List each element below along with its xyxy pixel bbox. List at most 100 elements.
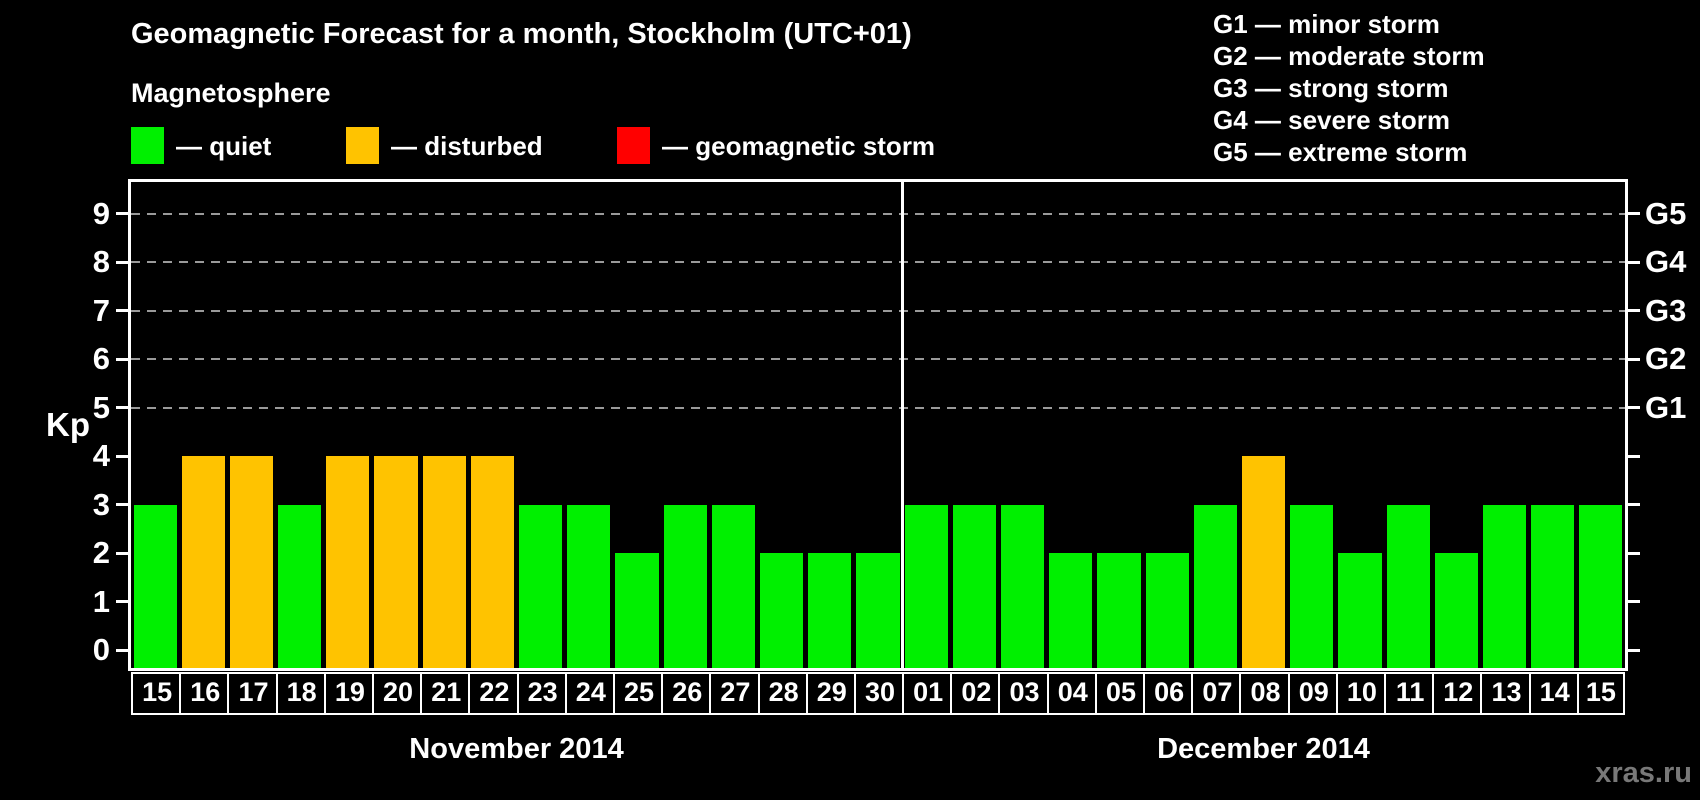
day-cell: 02 xyxy=(950,672,1001,715)
left-axis-tick xyxy=(116,309,128,312)
day-cell: 22 xyxy=(468,672,519,715)
right-axis-tick xyxy=(1628,648,1640,652)
day-cell: 18 xyxy=(275,672,326,715)
day-cell: 11 xyxy=(1384,672,1435,715)
y-tick-label-6: 6 xyxy=(92,341,110,376)
kp-bar-17 xyxy=(229,456,274,668)
left-axis-tick xyxy=(116,454,128,458)
kp-bar-12 xyxy=(1434,553,1478,668)
kp-bar-27 xyxy=(711,504,755,668)
right-axis-tick xyxy=(1628,503,1640,506)
gridline-kp-5 xyxy=(131,406,1625,409)
kp-bar-22 xyxy=(470,456,515,668)
month-label-december: December 2014 xyxy=(1157,733,1370,765)
kp-bar-10 xyxy=(1338,553,1382,668)
day-cell: 06 xyxy=(1143,672,1194,715)
g-scale-legend: G1 — minor storm G2 — moderate storm G3 — … xyxy=(1213,8,1485,168)
g-scale-legend-line: G3 — strong storm xyxy=(1213,73,1449,103)
day-cell: 05 xyxy=(1094,672,1146,715)
g-axis-label-G3: G3 xyxy=(1645,292,1687,328)
g-scale-legend-line: G1 — minor storm xyxy=(1213,9,1440,39)
y-tick-label-7: 7 xyxy=(92,292,110,328)
day-cell: 15 xyxy=(1576,672,1625,715)
g-scale-legend-line: G5 — extreme storm xyxy=(1213,137,1468,167)
day-label-row: 15 16 17 18 19 20 21 22 23 24 25 26 27 28 29 30 01 02 03 04… xyxy=(131,672,1625,715)
day-cell: 01 xyxy=(902,672,953,715)
disturbed-legend-label: — disturbed xyxy=(391,131,543,161)
gridline-kp-7 xyxy=(131,309,1625,312)
day-cell: 07 xyxy=(1191,672,1242,715)
right-axis-tick xyxy=(1628,260,1640,264)
month-label-november: November 2014 xyxy=(409,733,624,765)
day-cell: 23 xyxy=(516,672,567,715)
kp-bar-28 xyxy=(760,553,804,668)
kp-bar-23 xyxy=(519,504,563,668)
right-axis-tick xyxy=(1628,600,1640,603)
storm-color-swatch xyxy=(617,127,650,164)
day-cell: 09 xyxy=(1287,672,1338,715)
kp-bar-01 xyxy=(904,504,948,668)
day-cell: 26 xyxy=(661,672,712,715)
day-cell: 28 xyxy=(757,672,808,715)
y-tick-label-3: 3 xyxy=(92,486,110,522)
kp-bar-26 xyxy=(663,504,707,668)
right-axis-tick xyxy=(1628,406,1640,409)
g-axis-label-G4: G4 xyxy=(1645,244,1687,279)
plot-area xyxy=(131,182,1625,668)
watermark: xras.ru xyxy=(1595,757,1692,789)
y-tick-label-9: 9 xyxy=(92,195,110,231)
day-cell: 13 xyxy=(1480,672,1531,715)
day-cell: 17 xyxy=(227,672,278,715)
y-tick-label-0: 0 xyxy=(92,632,110,667)
left-axis-tick xyxy=(116,212,128,215)
quiet-legend-label: — quiet xyxy=(176,131,272,161)
day-cell: 10 xyxy=(1335,672,1387,715)
storm-legend-label: — geomagnetic storm xyxy=(662,131,936,161)
day-cell: 12 xyxy=(1432,672,1483,715)
kp-bar-11 xyxy=(1386,504,1430,668)
day-cell: 19 xyxy=(323,672,374,715)
day-cell: 30 xyxy=(853,672,905,715)
gridline-kp-9 xyxy=(131,212,1625,215)
left-axis-tick xyxy=(116,357,128,361)
y-tick-label-4: 4 xyxy=(92,438,110,473)
y-tick-label-5: 5 xyxy=(92,389,110,425)
left-axis-tick xyxy=(116,406,128,409)
right-axis-tick xyxy=(1628,309,1640,312)
kp-bar-19 xyxy=(326,456,370,668)
left-axis-tick xyxy=(116,260,128,264)
right-axis-tick xyxy=(1628,357,1640,361)
day-cell: 29 xyxy=(805,672,856,715)
kp-bar-09 xyxy=(1290,504,1334,668)
kp-bar-15 xyxy=(1579,504,1623,668)
quiet-color-swatch xyxy=(131,127,164,164)
y-axis-title: Kp xyxy=(46,406,90,443)
kp-bar-13 xyxy=(1482,504,1527,668)
left-axis-tick xyxy=(116,600,128,603)
left-axis-tick xyxy=(116,503,128,506)
day-cell: 27 xyxy=(709,672,760,715)
kp-bar-15 xyxy=(133,504,177,668)
kp-bar-20 xyxy=(374,456,418,668)
y-tick-label-8: 8 xyxy=(92,244,110,279)
day-cell: 24 xyxy=(564,672,615,715)
kp-bar-21 xyxy=(422,456,466,668)
plot-frame xyxy=(128,179,1628,671)
kp-bar-14 xyxy=(1531,504,1575,668)
gridline-kp-8 xyxy=(131,261,1625,263)
day-cell: 21 xyxy=(420,672,471,715)
kp-bar-04 xyxy=(1049,553,1093,668)
kp-bar-18 xyxy=(278,504,322,668)
month-divider xyxy=(900,182,904,668)
kp-bar-08 xyxy=(1241,456,1286,668)
day-cell: 08 xyxy=(1239,672,1290,715)
g-axis-label-G5: G5 xyxy=(1645,195,1687,231)
kp-bar-29 xyxy=(808,553,852,668)
disturbed-color-swatch xyxy=(346,127,379,164)
y-tick-label-1: 1 xyxy=(92,583,110,619)
day-cell: 03 xyxy=(998,672,1049,715)
chart-title: Geomagnetic Forecast for a month, Stockh… xyxy=(131,18,912,50)
left-axis-tick xyxy=(116,551,128,555)
day-cell: 15 xyxy=(131,672,182,715)
